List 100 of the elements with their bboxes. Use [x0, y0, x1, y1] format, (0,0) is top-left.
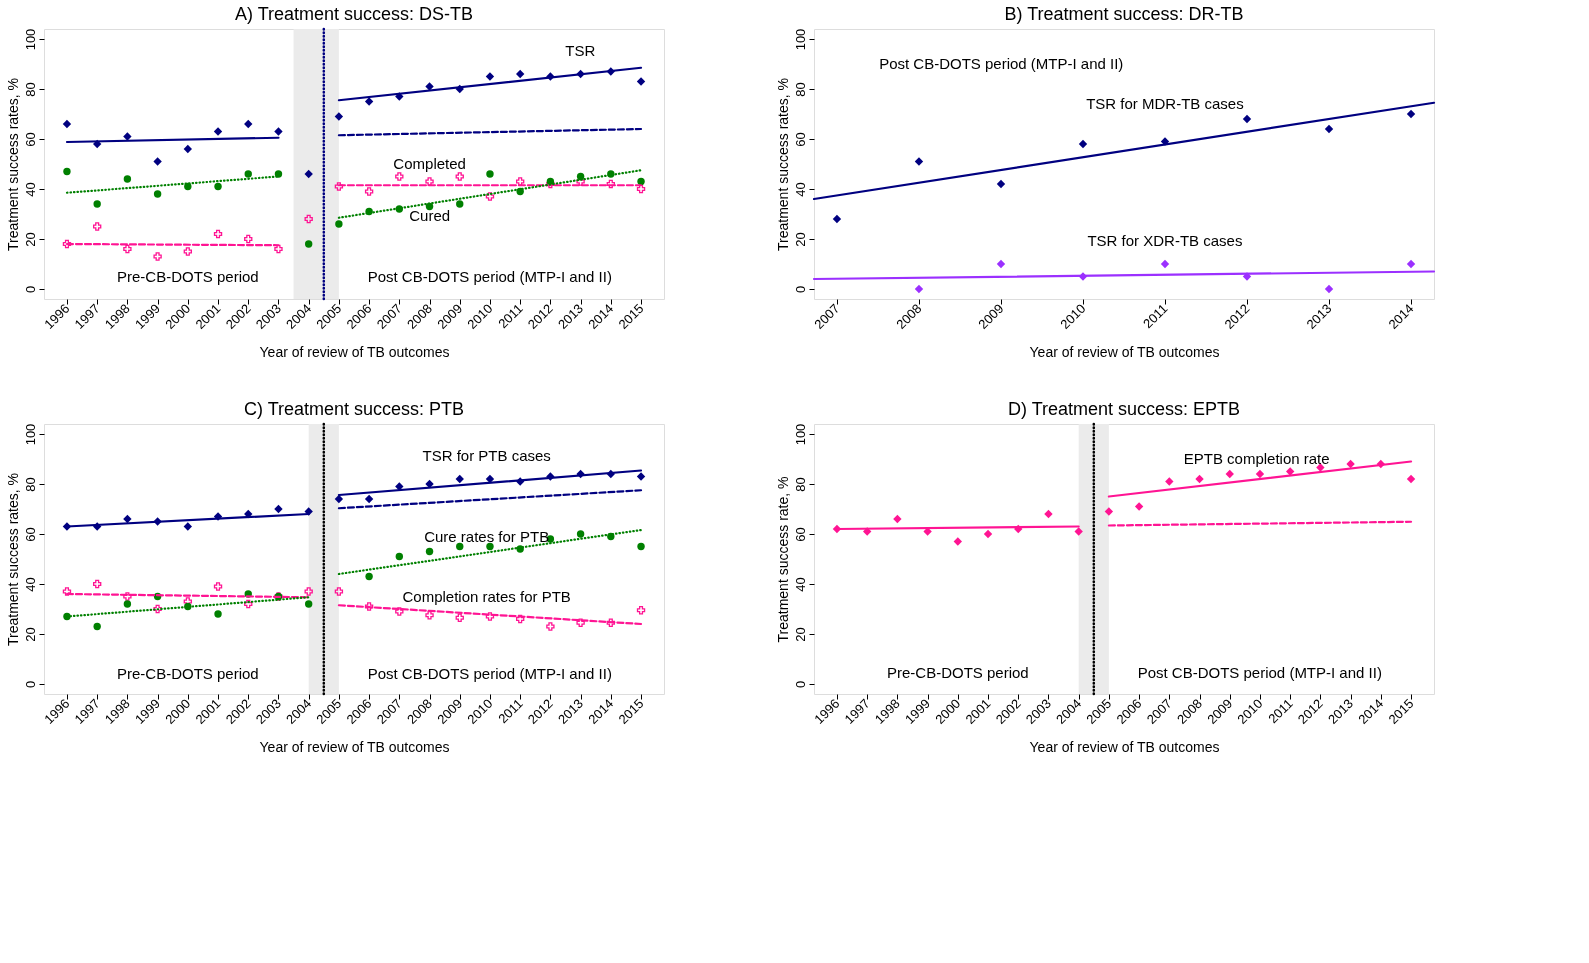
y-tick-label: 20 — [22, 627, 38, 642]
point — [485, 612, 495, 621]
point — [636, 77, 646, 86]
point — [92, 222, 102, 231]
point — [1225, 469, 1234, 479]
y-tick-label: 0 — [22, 285, 38, 294]
chart-title: D) Treatment success: EPTB — [1007, 398, 1241, 419]
point — [183, 144, 192, 154]
annotation: Pre-CB-DOTS period — [116, 665, 259, 683]
point — [123, 175, 132, 183]
point — [244, 170, 252, 178]
point — [274, 504, 283, 514]
annotation: EPTB completion rate — [1183, 450, 1330, 468]
point — [516, 69, 525, 79]
point — [996, 259, 1006, 269]
annotation: TSR for MDR-TB cases — [1086, 95, 1244, 113]
y-tick-label: 40 — [792, 577, 808, 592]
point — [832, 214, 842, 224]
y-tick-label: 60 — [22, 527, 38, 542]
point — [425, 547, 434, 556]
point — [153, 252, 162, 261]
annotation: Pre-CB-DOTS period — [116, 267, 259, 285]
annotation: Completed — [393, 155, 466, 172]
point — [123, 244, 132, 254]
point — [274, 170, 283, 178]
annotation: Post CB-DOTS period (MTP-I and II) — [367, 267, 612, 285]
point — [335, 220, 343, 228]
point — [244, 599, 253, 609]
point — [334, 494, 344, 504]
point — [274, 244, 283, 254]
point — [364, 602, 374, 611]
y-tick-label: 100 — [22, 28, 38, 51]
point — [395, 607, 404, 616]
annotation: Post CB-DOTS period (MTP-I and II) — [367, 665, 612, 683]
point — [455, 172, 464, 181]
y-tick-label: 100 — [792, 423, 808, 446]
point — [1255, 469, 1265, 479]
y-tick-label: 100 — [792, 28, 808, 51]
annotation: TSR — [565, 42, 596, 60]
annotation: Pre-CB-DOTS period — [886, 663, 1029, 681]
x-axis-title: Year of review of TB outcomes — [1029, 738, 1220, 755]
y-tick-label: 80 — [792, 82, 808, 97]
point — [485, 192, 495, 201]
point — [636, 184, 646, 194]
point — [395, 172, 404, 181]
y-tick-label: 60 — [792, 527, 808, 542]
point — [395, 482, 404, 491]
point — [364, 187, 374, 196]
point — [93, 622, 101, 631]
point — [486, 542, 494, 551]
point — [364, 494, 374, 504]
y-tick-label: 40 — [22, 577, 38, 592]
annotation: TSR for XDR-TB cases — [1087, 232, 1243, 250]
point — [123, 592, 132, 601]
point — [334, 182, 344, 191]
point — [244, 119, 253, 129]
point — [636, 472, 646, 481]
point — [214, 610, 222, 618]
point — [62, 587, 72, 596]
point — [636, 606, 646, 615]
y-tick-label: 0 — [792, 680, 808, 689]
y-tick-label: 20 — [792, 232, 808, 247]
point — [606, 618, 616, 627]
y-tick-label: 0 — [792, 285, 808, 294]
point — [456, 542, 464, 551]
y-tick-label: 0 — [22, 680, 38, 689]
x-axis-title: Year of review of TB outcomes — [1029, 343, 1220, 360]
point — [1074, 527, 1083, 536]
point — [183, 522, 192, 531]
point — [1406, 474, 1416, 484]
annotation: Post CB-DOTS period (MTP-I and II) — [1137, 663, 1382, 681]
point — [425, 82, 434, 91]
point — [893, 514, 902, 524]
point — [1160, 259, 1170, 269]
point — [304, 240, 313, 248]
annotation: Cured — [409, 207, 451, 225]
point — [365, 572, 373, 581]
y-axis-title: Treatment success rates, % — [4, 473, 21, 646]
point — [123, 600, 132, 608]
y-axis-title: Treatment success rates, % — [774, 78, 791, 251]
y-tick-label: 20 — [792, 627, 808, 642]
point — [93, 200, 101, 208]
point — [62, 119, 72, 129]
y-tick-label: 80 — [22, 82, 38, 97]
point — [304, 214, 313, 224]
annotation: Cure rates for PTB — [424, 527, 550, 545]
point — [244, 234, 253, 244]
point — [455, 613, 464, 622]
point — [1104, 507, 1114, 516]
y-axis-title: Treatment success rate, % — [774, 476, 791, 643]
point — [576, 172, 585, 181]
point — [576, 530, 585, 538]
point — [214, 182, 222, 191]
point — [334, 587, 344, 596]
point — [425, 611, 434, 620]
point — [1324, 124, 1334, 134]
point — [153, 190, 162, 198]
point — [1195, 474, 1204, 484]
y-tick-label: 60 — [792, 132, 808, 147]
y-axis-title: Treatment success rates, % — [4, 78, 21, 251]
